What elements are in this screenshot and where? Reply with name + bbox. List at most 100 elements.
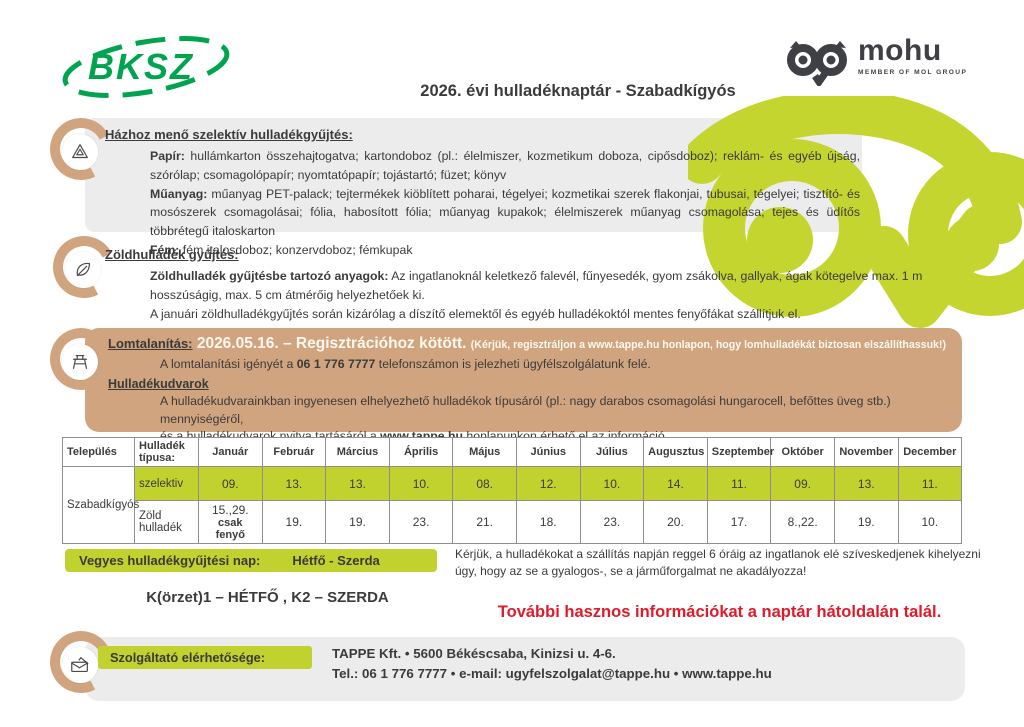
mohu-tagline: MEMBER OF MOL GROUP [858,69,968,76]
header-month: Április [388,437,454,467]
greenwaste-date: 19. [261,500,327,544]
greenwaste-date: 19. [833,500,899,544]
recycle-icon [62,134,98,170]
header-month: Július [579,437,645,467]
greenwaste-date: 8.,22. [770,500,835,544]
paper-label: Papír: [150,149,185,163]
bksz-logo: BKSZ [58,34,238,100]
selective-date: 13. [261,466,327,501]
provider-phone-email: Tel.: 06 1 776 7777 • e-mail: ugyfelszol… [332,665,772,681]
paper-line: Papír: hullámkarton összehajtogatva; kar… [150,147,860,185]
selective-row: Szabadkígyós szelektiv 09. 13. 13. 10. 0… [62,466,963,544]
selective-date: 08. [452,466,517,501]
provider-address: TAPPE Kft. • 5600 Békéscsaba, Kinizsi u.… [332,646,616,661]
header-month: Február [261,437,327,467]
selective-date: 09. [770,466,835,501]
selective-date: 12. [515,466,581,501]
bulky-phone-line: A lomtalanítási igényét a 06 1 776 7777 … [160,357,651,371]
header-month: Augusztus [643,437,708,467]
settlement-cell: Szabadkígyós [62,466,139,544]
greenwaste-type-cell: Zöld hulladék [134,500,199,544]
header-month: December [897,437,963,467]
collection-calendar-table: Település Hulladék típusa: Január Februá… [62,437,963,544]
selective-date: 09. [198,466,263,501]
materials-label: Zöldhulladék gyűjtésbe tartozó anyagok: [150,269,389,283]
header-month: Október [770,437,835,467]
metal-text: fém italosdoboz; konzervdoboz; fémkupak [179,242,413,257]
selective-date: 11. [897,466,963,501]
january-dates: 15.,29. [211,503,249,517]
more-info-notice: További hasznos információkat a naptár h… [497,603,942,621]
header-month: Január [198,437,263,467]
selective-date: 14. [643,466,708,501]
bulky-date: 2026.05.16. – Regisztrációhoz kötött. [192,335,471,352]
january-pine-note: csak fenyő [215,517,245,541]
district-days: K(örzet)1 – HÉTFŐ , K2 – SZERDA [146,589,389,606]
plastic-label: Műanyag: [150,186,208,201]
header-settlement: Település [62,437,135,467]
leaf-icon [65,252,101,288]
mohu-logo: mohu MEMBER OF MOL GROUP [786,36,986,96]
mohu-wordmark: mohu [858,34,942,67]
phone-number: 06 1 776 7777 [296,357,376,371]
greenwaste-date: 19. [325,500,390,544]
selective-icon-badge [41,109,121,189]
selective-type-cell: szelektiv [134,466,199,501]
provider-icon-badge [41,622,121,702]
bulky-title: Lomtalanítás: [108,336,193,351]
greenwaste-icon-badge [44,227,124,307]
greenwaste-title: Zöldhulladék gyűjtés: [105,247,239,262]
selective-title: Házhoz menő szelektív hulladékgyűjtés: [105,127,353,142]
greenwaste-date: 21. [452,500,517,544]
bksz-logo-swoosh: BKSZ [62,36,230,98]
greenwaste-materials: Zöldhulladék gyűjtésbe tartozó anyagok: … [150,267,925,305]
selective-date: 11. [706,466,772,501]
bulky-register-note: (Kérjük, regisztráljon a www.tappe.hu ho… [470,339,946,351]
header-month: Május [452,437,517,467]
phone-prefix: A lomtalanítási igényét a [160,357,297,371]
bulky-icon-badge [41,319,121,399]
table-header-row: Település Hulladék típusa: Január Februá… [62,437,963,467]
pen-icon [62,647,98,683]
greenwaste-row: Zöld hulladék 15.,29. csak fenyő 19. 19.… [63,500,963,544]
provider-contact: TAPPE Kft. • 5600 Békéscsaba, Kinizsi u.… [332,644,772,683]
greenwaste-date: 23. [579,500,645,544]
owl-icon [787,41,847,86]
greenwaste-date: 23. [388,500,454,544]
bulky-headline: Lomtalanítás: 2026.05.16. – Regisztráció… [108,335,948,353]
yards-title: Hulladékudvarok [108,377,209,391]
header-month: November [833,437,899,467]
mixed-waste-day-bar: Vegyes hulladékgyűjtési nap: Hétfő - Sze… [65,549,437,572]
plastic-text: műanyag PET-palack; tejtermékek kiöblíte… [150,186,860,239]
header-month: Március [325,437,390,467]
header-month: Szeptember [706,437,774,467]
header-month: Június [515,437,581,467]
selective-date: 10. [579,466,645,501]
greenwaste-date: 17. [706,500,772,544]
header-waste-type: Hulladék típusa: [134,437,199,467]
bksz-logo-text: BKSZ [88,46,194,87]
materials-text: Az ingatlanoknál keletkező falevél, fűny… [150,269,923,302]
greenwaste-date: 18. [515,500,581,544]
greenwaste-date-january: 15.,29. csak fenyő [198,500,263,544]
greenwaste-january-note: A januári zöldhulladékgyűjtés során kizá… [150,306,801,321]
mixed-waste-label: Vegyes hulladékgyűjtési nap: [79,553,261,568]
plastic-line: Műanyag: műanyag PET-palack; tejtermékek… [150,185,860,241]
selective-body: Papír: hullámkarton összehajtogatva; kar… [150,147,860,260]
furniture-icon [62,344,98,380]
selective-date: 13. [833,466,899,501]
greenwaste-body: Zöldhulladék gyűjtésbe tartozó anyagok: … [150,267,925,323]
mixed-waste-days: Hétfő - Szerda [292,553,380,568]
selective-date: 10. [388,466,454,501]
metal-label: Fém: [150,242,180,257]
phone-suffix: telefonszámon is jelezheti ügyfélszolgál… [375,357,651,371]
page-title: 2026. évi hulladéknaptár - Szabadkígyós [420,82,736,100]
metal-line: Fém: fém italosdoboz; konzervdoboz; fémk… [150,241,860,260]
provider-label-chip: Szolgáltató elérhetősége: [98,646,312,669]
yards-line1: A hulladékudvarainkban ingyenesen elhely… [160,394,891,426]
paper-text: hullámkarton összehajtogatva; kartondobo… [150,149,860,182]
selective-date: 13. [325,466,390,501]
placement-note: Kérjük, a hulladékokat a szállítás napjá… [455,547,981,578]
bulky-section-panel [85,328,962,432]
